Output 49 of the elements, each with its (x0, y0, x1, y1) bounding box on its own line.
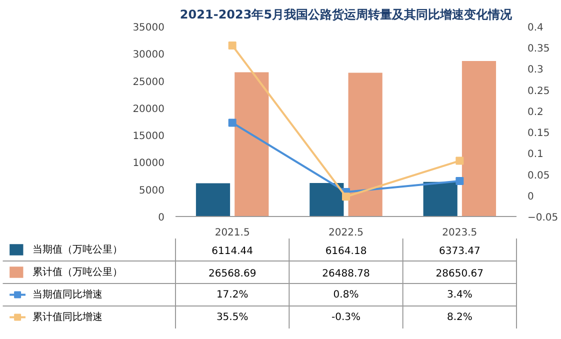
y2-tick-label: 0 (528, 191, 534, 202)
data-label: 28650.67 (436, 268, 484, 280)
y-tick-label: 0 (158, 212, 165, 224)
legend-label: 当期值（万吨公里） (32, 243, 122, 256)
y2-tick-label: 0.15 (528, 128, 550, 140)
data-label: 26488.78 (322, 268, 370, 280)
y2-tick-label: 0.2 (528, 106, 544, 118)
point (342, 192, 350, 201)
y2-tick-label: 0.1 (528, 149, 544, 160)
bar (423, 182, 458, 216)
data-label: 3.4% (446, 289, 472, 300)
chart-title: 2021-2023年5月我国公路货运周转量及其同比增速变化情况 (180, 8, 514, 22)
data-label: 35.5% (216, 312, 248, 323)
data-label: 17.2% (216, 289, 248, 300)
data-label: -0.3% (331, 312, 361, 323)
y2-tick-label: 0.25 (528, 86, 550, 97)
y2-tick-label: 0.3 (528, 64, 544, 76)
y-tick-label: 30000 (132, 50, 164, 61)
point (228, 118, 236, 127)
y-tick-label: 20000 (132, 104, 164, 115)
data-label: 6373.47 (438, 246, 480, 257)
legend-label: 累计值（万吨公里） (32, 266, 122, 278)
point (228, 42, 236, 50)
legend-label: 累计值同比增速 (32, 310, 102, 323)
x-tick-label: 2022.5 (328, 228, 364, 238)
y-tick-label: 10000 (132, 158, 164, 170)
data-label: 0.8% (333, 289, 359, 300)
y2-tick-label: 0.05 (528, 170, 550, 182)
bar (348, 72, 382, 216)
data-label: 26568.69 (208, 268, 256, 280)
point (456, 177, 464, 186)
bar (234, 72, 269, 216)
bar (310, 183, 344, 216)
y-tick-label: 5000 (139, 185, 165, 196)
bar (196, 183, 230, 216)
x-tick-label: 2023.5 (442, 228, 478, 238)
point (456, 156, 464, 165)
y2-tick-label: 0.4 (528, 22, 544, 34)
y-tick-label: 15000 (132, 131, 164, 142)
data-label: 6164.18 (325, 246, 367, 257)
y2-tick-label: −0.05 (528, 212, 558, 224)
data-label: 6114.44 (212, 246, 254, 257)
y-tick-label: 35000 (132, 22, 164, 34)
legend-label: 当期值同比增速 (32, 288, 102, 300)
data-label: 8.2% (446, 312, 472, 323)
bar (462, 60, 496, 216)
x-tick-label: 2021.5 (214, 228, 250, 238)
y-tick-label: 25000 (132, 76, 164, 88)
y2-tick-label: 0.35 (528, 44, 550, 55)
